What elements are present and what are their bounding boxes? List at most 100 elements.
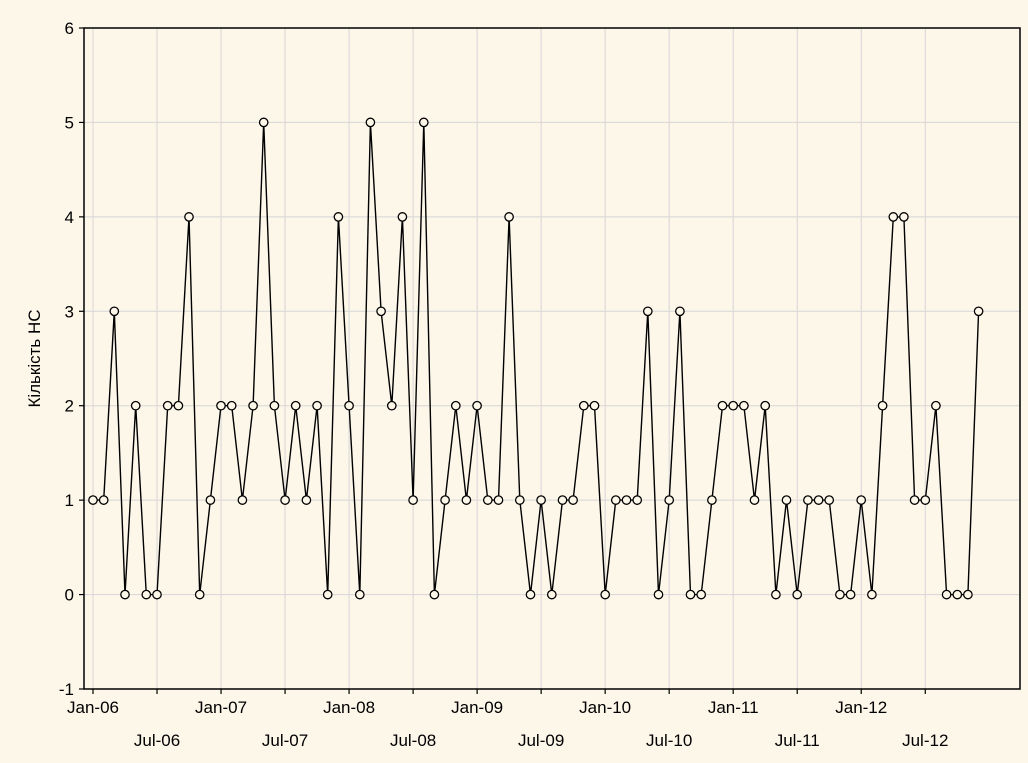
- data-point: [963, 589, 973, 600]
- data-point: [546, 589, 557, 600]
- y-tick-label: 2: [65, 397, 74, 416]
- data-point: [258, 117, 269, 128]
- x-tick-label: Jan-09: [451, 698, 503, 717]
- data-point: [152, 589, 162, 600]
- data-point: [973, 306, 984, 317]
- x-tick-label: Jul-12: [902, 731, 948, 750]
- data-point: [109, 306, 120, 317]
- x-tick-label: Jan-07: [195, 698, 247, 717]
- data-point: [653, 589, 664, 600]
- x-tick-label: Jul-11: [775, 731, 820, 750]
- x-tick-label: Jan-11: [708, 698, 759, 717]
- data-point: [173, 400, 184, 411]
- y-tick-label: 4: [65, 208, 74, 227]
- data-point: [493, 495, 504, 505]
- x-tick-label: Jan-08: [323, 698, 375, 717]
- y-tick-label: 3: [65, 302, 74, 321]
- data-point: [824, 495, 835, 505]
- data-point: [888, 212, 899, 222]
- data-point: [813, 495, 824, 505]
- data-point: [226, 400, 237, 411]
- data-point: [269, 400, 280, 411]
- x-tick-label: Jan-06: [67, 698, 119, 717]
- data-point: [322, 589, 333, 600]
- data-point: [771, 589, 781, 600]
- data-point: [803, 495, 813, 505]
- data-point: [781, 495, 792, 505]
- data-point: [205, 495, 216, 505]
- data-point: [760, 400, 771, 411]
- data-point: [525, 589, 536, 600]
- data-point: [290, 400, 301, 411]
- plot-frame: [83, 27, 1021, 690]
- data-point: [141, 589, 152, 600]
- data-point: [418, 117, 429, 128]
- x-tick-label: Jul-07: [262, 731, 308, 750]
- data-point: [514, 495, 525, 505]
- data-point: [120, 589, 130, 600]
- data-point: [536, 495, 546, 505]
- data-point: [717, 400, 728, 411]
- data-point: [472, 400, 482, 411]
- data-point: [461, 495, 472, 505]
- data-point: [739, 400, 749, 411]
- data-point: [482, 495, 493, 505]
- y-tick-label: -1: [59, 680, 74, 699]
- data-point: [365, 117, 376, 128]
- data-point: [909, 495, 920, 505]
- y-tick-label: 1: [65, 491, 74, 510]
- data-point: [344, 400, 354, 411]
- x-tick-label: Jan-10: [579, 698, 631, 717]
- data-point: [877, 400, 888, 411]
- data-point: [568, 495, 578, 505]
- data-point: [237, 495, 248, 505]
- data-point: [397, 212, 408, 222]
- x-tick-label: Jul-06: [134, 731, 180, 750]
- data-point: [835, 589, 845, 600]
- data-point: [920, 495, 931, 505]
- data-point: [792, 589, 803, 600]
- data-point: [248, 400, 258, 411]
- data-point: [354, 589, 365, 600]
- y-axis-title: Кількість НС: [25, 309, 44, 407]
- data-point: [216, 400, 226, 411]
- data-point: [184, 212, 194, 222]
- data-point: [504, 212, 514, 222]
- y-tick-label: 6: [65, 19, 74, 38]
- data-point: [450, 400, 461, 411]
- data-point: [301, 495, 312, 505]
- data-point: [664, 495, 675, 505]
- data-point: [98, 495, 109, 505]
- data-point: [333, 212, 344, 222]
- data-point: [408, 495, 418, 505]
- data-point: [578, 400, 589, 411]
- data-point: [899, 212, 909, 222]
- data-series: [88, 117, 984, 600]
- y-tick-label: 5: [65, 113, 74, 132]
- data-point: [707, 495, 717, 505]
- data-point: [610, 495, 621, 505]
- data-point: [642, 306, 653, 317]
- x-tick-label: Jul-09: [518, 731, 564, 750]
- x-tick-label: Jul-08: [390, 731, 436, 750]
- data-point: [845, 589, 856, 600]
- data-point: [696, 589, 707, 600]
- grid-lines: [84, 28, 1020, 689]
- x-tick-label: Jan-12: [835, 698, 887, 717]
- data-point: [589, 400, 600, 411]
- data-point: [600, 589, 611, 600]
- data-point: [194, 589, 205, 600]
- data-point: [728, 400, 739, 411]
- data-point: [856, 495, 867, 505]
- x-tick-label: Jul-10: [646, 731, 692, 750]
- data-point: [130, 400, 141, 411]
- data-point: [386, 400, 397, 411]
- data-point: [632, 495, 643, 505]
- data-point: [162, 400, 173, 411]
- data-point: [621, 495, 632, 505]
- data-point: [429, 589, 440, 600]
- data-point: [440, 495, 450, 505]
- data-point: [941, 589, 952, 600]
